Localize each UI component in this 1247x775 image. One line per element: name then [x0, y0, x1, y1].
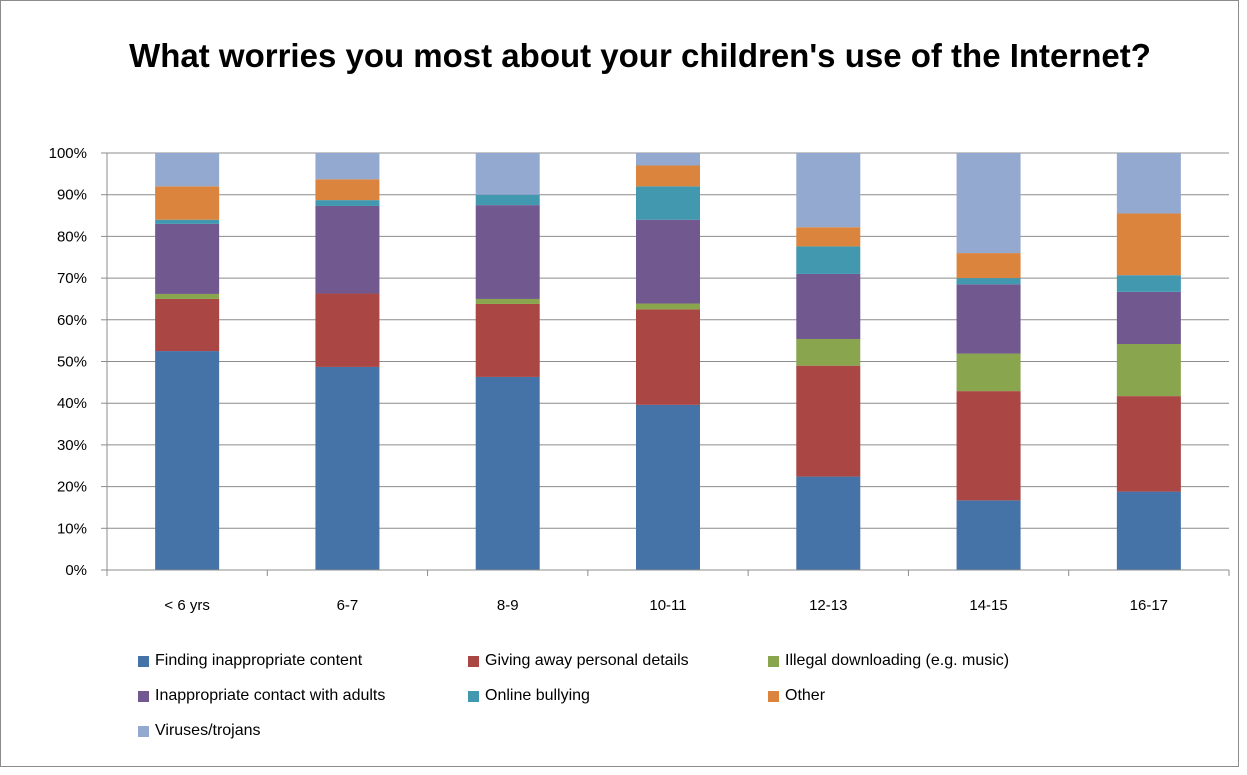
- bar-segment: [1116, 396, 1181, 492]
- legend-item: Illegal downloading (e.g. music): [768, 652, 1009, 670]
- bar-segment: [1116, 213, 1181, 276]
- bar-segment: [315, 153, 380, 180]
- bar-segment: [636, 153, 700, 166]
- bar-segment: [315, 179, 380, 201]
- bar-segment: [475, 376, 540, 570]
- x-tick-label: 8-9: [497, 597, 519, 614]
- bar-segment: [796, 365, 861, 477]
- x-tick-label: 16-17: [1130, 597, 1168, 614]
- legend-item: Inappropriate contact with adults: [138, 687, 385, 705]
- bar-segment: [636, 186, 700, 220]
- y-tick-label: 20%: [57, 479, 87, 496]
- legend-item: Finding inappropriate content: [138, 652, 362, 670]
- bar-segment: [315, 205, 380, 294]
- bar-segment: [956, 391, 1021, 501]
- bar-segment: [636, 404, 700, 570]
- bar-segment: [475, 194, 540, 206]
- y-tick-label: 90%: [57, 187, 87, 204]
- legend-item: Online bullying: [468, 687, 590, 705]
- x-tick-labels: < 6 yrs 6-7 8-9 10-11 12-13 14-15 16-17: [164, 597, 1168, 614]
- bar-segment: [956, 153, 1021, 254]
- bar-segment: [475, 298, 540, 304]
- legend-swatch: [138, 690, 149, 702]
- bar-segment: [796, 246, 861, 274]
- bar-segment: [796, 153, 861, 228]
- bar-segment: [636, 165, 700, 187]
- bar-segment: [636, 303, 700, 310]
- y-tick-label: 100%: [49, 145, 87, 162]
- x-tick-label: 10-11: [649, 597, 686, 614]
- bar-segment: [1116, 291, 1181, 344]
- legend-item: Viruses/trojans: [138, 722, 261, 740]
- bar-segment: [315, 366, 380, 570]
- bar-segment: [155, 223, 220, 294]
- legend-item: Other: [768, 687, 825, 705]
- x-tick-label: 6-7: [337, 597, 359, 614]
- bar-segment: [155, 219, 220, 224]
- bar-segment: [315, 200, 380, 206]
- legend-label: Viruses/trojans: [155, 722, 261, 739]
- bar-segment: [315, 293, 380, 367]
- x-tick-label: < 6 yrs: [164, 597, 209, 614]
- bar-segment: [636, 219, 700, 304]
- bar-segment: [796, 338, 861, 366]
- legend-swatch: [768, 655, 779, 667]
- bar-segment: [155, 186, 220, 220]
- bar-segment: [956, 253, 1021, 279]
- bar-segment: [956, 284, 1021, 354]
- x-tick-label: 12-13: [809, 597, 847, 614]
- legend-swatch: [468, 655, 479, 667]
- legend-label: Online bullying: [485, 687, 590, 704]
- bar-segment: [1116, 275, 1181, 292]
- axes: [101, 152, 1230, 576]
- bar-segment: [475, 153, 540, 195]
- y-tick-label: 60%: [57, 312, 87, 329]
- y-tick-labels: 0% 10% 20% 30% 40% 50% 60% 70% 80% 90% 100%: [49, 145, 87, 579]
- y-tick-label: 80%: [57, 228, 87, 245]
- bar-segment: [796, 227, 861, 247]
- y-tick-label: 10%: [57, 520, 87, 537]
- y-tick-label: 50%: [57, 354, 87, 371]
- bar-segment: [796, 273, 861, 339]
- bar-segment: [155, 298, 220, 352]
- bar-segment: [796, 476, 861, 570]
- legend-swatch: [468, 690, 479, 702]
- bar-segment: [1116, 343, 1181, 397]
- y-tick-label: 40%: [57, 395, 87, 412]
- bar-segment: [1116, 153, 1181, 214]
- chart-title: What worries you most about your childre…: [129, 37, 1151, 74]
- y-tick-label: 70%: [57, 270, 87, 287]
- legend-label: Illegal downloading (e.g. music): [785, 652, 1010, 669]
- bar-segment: [475, 205, 540, 299]
- y-tick-label: 30%: [57, 437, 87, 454]
- legend-swatch: [768, 690, 779, 702]
- legend-swatch: [138, 655, 149, 667]
- y-tick-label: 0%: [65, 562, 87, 579]
- bar-segment: [956, 353, 1021, 392]
- legend-item: Giving away personal details: [468, 652, 689, 670]
- x-tick-label: 14-15: [969, 597, 1007, 614]
- bar-segment: [155, 351, 220, 570]
- bar-segment: [155, 153, 220, 187]
- bar-segment: [636, 309, 700, 405]
- legend-swatch: [138, 725, 149, 737]
- legend-label: Other: [785, 687, 826, 704]
- legend-label: Finding inappropriate content: [155, 652, 363, 669]
- bar-segment: [155, 293, 220, 299]
- bar-segment: [956, 278, 1021, 285]
- bar-segment: [475, 303, 540, 377]
- legend-label: Inappropriate contact with adults: [155, 687, 386, 704]
- bar-segment: [956, 500, 1021, 570]
- bars: [155, 153, 1181, 570]
- legend-label: Giving away personal details: [485, 652, 689, 669]
- bar-segment: [1116, 491, 1181, 570]
